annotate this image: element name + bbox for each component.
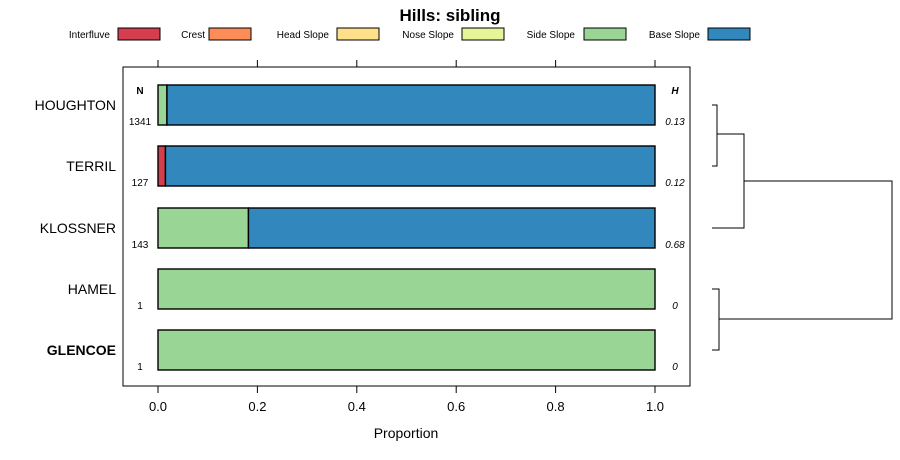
h-value-klossner: 0.68 [665, 240, 685, 251]
n-value-houghton: 1341 [129, 117, 152, 128]
y-label-klossner: KLOSSNER [40, 220, 116, 236]
annotations: N H 1341 0.13 127 0.12 143 0.68 1 0 1 0 [129, 86, 685, 373]
y-label-hamel: HAMEL [68, 281, 116, 297]
n-value-klossner: 143 [132, 240, 149, 251]
x-axis-label: Proportion [374, 425, 439, 441]
legend: Interfluve Crest Head Slope Nose Slope Side … [69, 27, 751, 41]
bar-glencoe-side-slope [157, 329, 656, 371]
legend-swatch-interfluve [117, 27, 161, 41]
bar-houghton-side-slope [157, 84, 168, 126]
y-label-glencoe: GLENCOE [47, 342, 116, 358]
dendro-houghton-terril [712, 104, 718, 167]
h-value-terril: 0.12 [665, 178, 685, 189]
legend-label-crest: Crest [181, 30, 205, 41]
legend-label-head-slope: Head Slope [277, 30, 330, 41]
y-labels: HOUGHTON TERRIL KLOSSNER HAMEL GLENCOE [35, 97, 117, 358]
x-tick-label-0-6: 0.6 [447, 399, 465, 414]
legend-swatch-side-slope [583, 27, 627, 41]
h-value-hamel: 0 [672, 301, 678, 312]
bar-klossner-side-slope [157, 207, 250, 249]
legend-swatch-nose-slope [461, 27, 505, 41]
h-value-glencoe: 0 [672, 362, 678, 373]
legend-label-side-slope: Side Slope [527, 30, 576, 41]
legend-swatch-crest [208, 27, 252, 41]
y-label-houghton: HOUGHTON [35, 97, 116, 113]
x-tick-label-1-0: 1.0 [646, 399, 664, 414]
x-tick-label-0-8: 0.8 [547, 399, 565, 414]
y-label-terril: TERRIL [66, 158, 116, 174]
dendrogram [712, 104, 893, 351]
bar-terril-base-slope [164, 145, 656, 187]
h-value-houghton: 0.13 [665, 117, 685, 128]
x-tick-label-0-2: 0.2 [248, 399, 266, 414]
bar-klossner-base-slope [247, 207, 656, 249]
h-header: H [671, 86, 679, 97]
n-value-hamel: 1 [137, 301, 143, 312]
legend-swatch-base-slope [707, 27, 751, 41]
bar-terril-interfluve [157, 145, 167, 187]
n-value-terril: 127 [132, 178, 149, 189]
bars [157, 84, 656, 371]
legend-label-base-slope: Base Slope [649, 30, 701, 41]
bar-houghton-base-slope [166, 84, 656, 126]
legend-label-nose-slope: Nose Slope [402, 30, 454, 41]
plot-frame [122, 66, 691, 387]
x-axis: 0.0 0.2 0.4 0.6 0.8 1.0 [149, 60, 664, 414]
dendro-hamel-glencoe [712, 288, 720, 351]
chart-title: Hills: sibling [399, 6, 500, 25]
bar-hamel-side-slope [157, 268, 656, 310]
x-tick-label-0-0: 0.0 [149, 399, 167, 414]
n-value-glencoe: 1 [137, 362, 143, 373]
x-tick-label-0-4: 0.4 [348, 399, 366, 414]
dendro-root [719, 180, 893, 320]
n-header: N [136, 86, 143, 97]
legend-label-interfluve: Interfluve [69, 30, 111, 41]
legend-swatch-head-slope [336, 27, 380, 41]
